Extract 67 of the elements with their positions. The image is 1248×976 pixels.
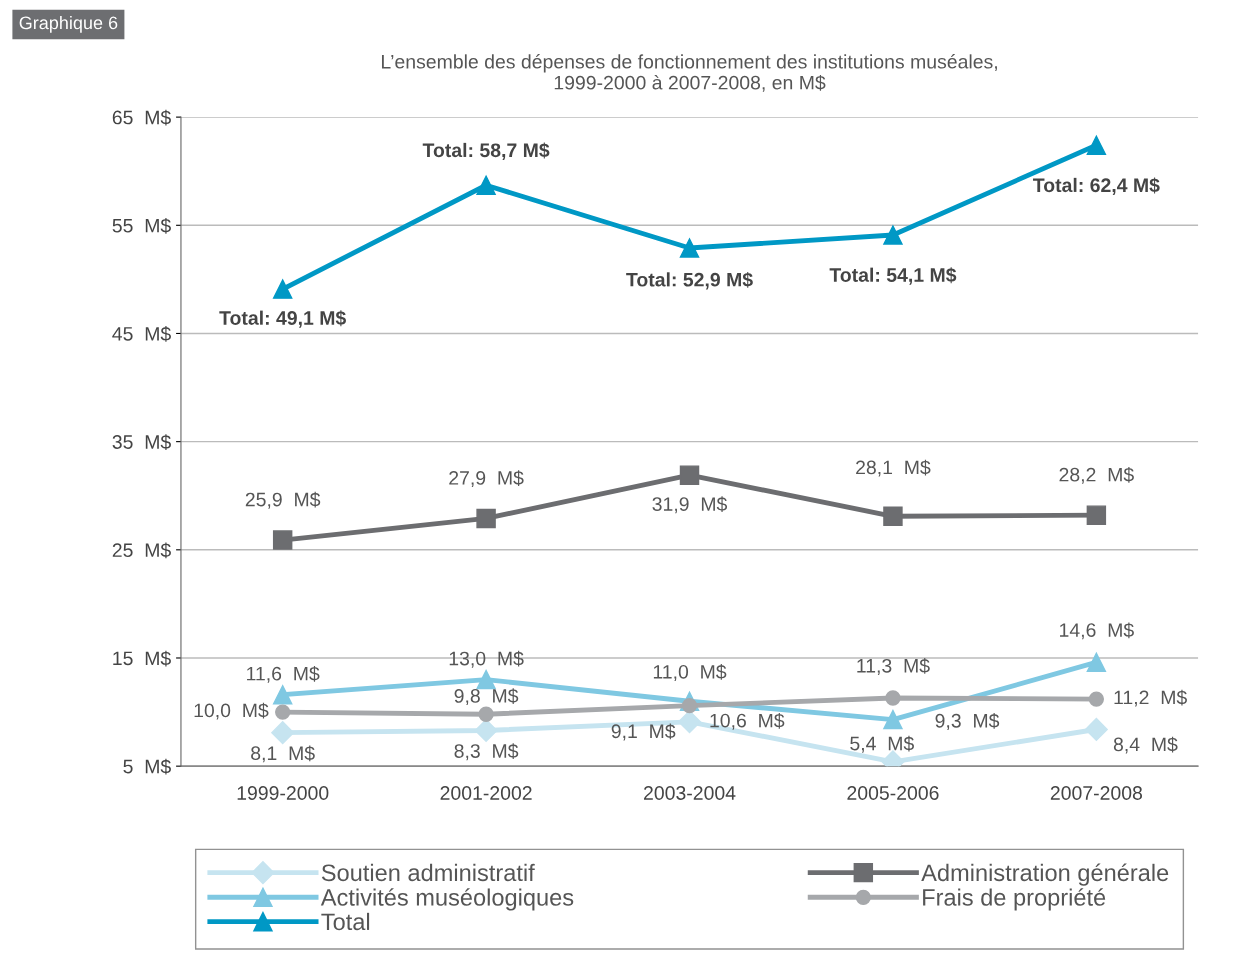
x-tick-label: 2005-2006 bbox=[847, 786, 939, 800]
legend-label: Frais de propriété bbox=[923, 888, 1106, 911]
y-tick-label: 25 M$ bbox=[112, 542, 171, 559]
point bbox=[272, 530, 293, 550]
point bbox=[476, 508, 496, 529]
point bbox=[474, 718, 498, 742]
data-label: Total: 49,1 M$ bbox=[219, 310, 346, 328]
point bbox=[681, 697, 698, 714]
point bbox=[476, 669, 496, 690]
data-label: 11,2 M$ bbox=[1114, 689, 1187, 707]
x-tick-label: 1999-2000 bbox=[237, 786, 329, 800]
chart-title: L’ensemble des dépenses de fonctionnement des institutions muséales, 1999-2000 à 2007-2008, en M$ bbox=[381, 54, 997, 92]
point bbox=[1088, 691, 1105, 707]
data-label: 9,3 M$ bbox=[935, 713, 1000, 730]
data-label: 11,3 M$ bbox=[857, 658, 930, 675]
data-label: 8,3 M$ bbox=[454, 743, 519, 761]
data-label: 11,6 M$ bbox=[247, 665, 320, 683]
data-label: 8,4 M$ bbox=[1113, 736, 1178, 754]
point bbox=[1086, 505, 1107, 525]
point bbox=[271, 721, 295, 745]
point bbox=[883, 225, 903, 245]
data-label: 10,6 M$ bbox=[710, 712, 785, 730]
point bbox=[272, 279, 293, 299]
data-label: 5,4 M$ bbox=[850, 735, 914, 753]
data-label: 9,8 M$ bbox=[454, 688, 519, 706]
data-label: 9,1 M$ bbox=[611, 723, 676, 741]
y-tick-label: 15 M$ bbox=[113, 650, 171, 667]
legend-label: Administration générale bbox=[921, 863, 1169, 886]
legend-label: Total bbox=[321, 912, 370, 931]
y-tick-label: 55 M$ bbox=[112, 217, 171, 234]
point bbox=[678, 710, 702, 734]
point bbox=[1086, 135, 1107, 155]
data-label: Total: 58,7 M$ bbox=[422, 142, 550, 160]
data-label: 13,0 M$ bbox=[449, 650, 524, 668]
data-label: 14,6 M$ bbox=[1060, 622, 1134, 640]
data-label: 27,9 M$ bbox=[449, 470, 524, 488]
y-tick-label: 5 M$ bbox=[123, 758, 171, 775]
point bbox=[478, 706, 494, 722]
data-label: 28,1 M$ bbox=[856, 459, 931, 477]
data-label: 8,1 M$ bbox=[251, 745, 315, 763]
legend-label: Soutien administratif bbox=[321, 863, 535, 882]
x-tick-label: 2001-2002 bbox=[440, 786, 532, 800]
data-label: 11,0 M$ bbox=[653, 664, 727, 681]
point bbox=[679, 238, 700, 258]
data-label: Total: 52,9 M$ bbox=[626, 271, 753, 290]
point bbox=[1084, 717, 1108, 741]
x-tick-label: 2003-2004 bbox=[644, 786, 736, 800]
point bbox=[883, 709, 903, 730]
data-label: 25,9 M$ bbox=[245, 491, 321, 509]
point bbox=[476, 175, 496, 195]
y-tick-label: 35 M$ bbox=[112, 434, 171, 451]
x-tick-label: 2007-2008 bbox=[1050, 786, 1143, 800]
data-label: Total: 54,1 M$ bbox=[829, 267, 957, 285]
point bbox=[275, 704, 291, 720]
data-label: 31,9 M$ bbox=[652, 496, 728, 514]
data-label: 10,0 M$ bbox=[194, 702, 269, 720]
point bbox=[1086, 652, 1107, 673]
point bbox=[885, 690, 901, 706]
legend-label: Activités muséologiques bbox=[320, 888, 574, 911]
point bbox=[679, 465, 700, 485]
text: Graphique 6 bbox=[19, 15, 118, 33]
y-tick-label: 65 M$ bbox=[112, 109, 171, 126]
y-tick-label: 45 M$ bbox=[112, 326, 171, 342]
data-label: Total: 62,4 M$ bbox=[1033, 177, 1160, 195]
point bbox=[883, 506, 903, 527]
data-label: 28,2 M$ bbox=[1059, 466, 1134, 484]
point bbox=[272, 685, 293, 705]
